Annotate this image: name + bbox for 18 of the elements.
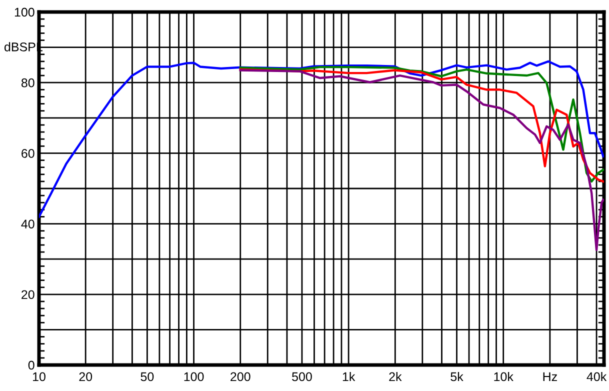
y-tick-label: 60 <box>22 149 34 158</box>
x-tick-label: 10 <box>33 372 46 382</box>
y-tick-label: 40 <box>21 220 34 228</box>
y-tick-label: 0 <box>28 360 34 370</box>
x-tick-label: 200 <box>230 372 250 382</box>
x-tick-label: 20 <box>79 372 92 382</box>
x-tick-label: 10k <box>494 372 514 382</box>
x-tick-label: 100 <box>184 372 204 382</box>
y-tick-label: 100 <box>14 8 34 17</box>
x-tick-label: 5k <box>450 372 464 382</box>
y-tick-label: 80 <box>21 78 34 88</box>
x-tick-label: 500 <box>292 372 312 382</box>
x-tick-label: 50 <box>140 372 154 382</box>
x-tick-label: 40k <box>586 372 607 382</box>
y-tick-label: 20 <box>22 290 34 300</box>
x-tick-label: 2k <box>389 372 402 382</box>
x-tick-label: Hz <box>543 372 557 382</box>
x-tick-label: 1k <box>342 372 356 382</box>
